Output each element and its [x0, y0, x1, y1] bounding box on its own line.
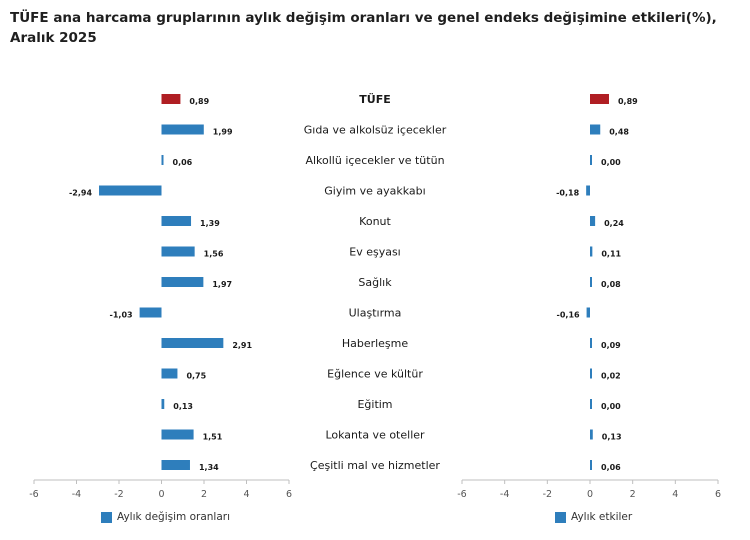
chart-title: TÜFE ana harcama gruplarının aylık değiş… — [10, 10, 717, 46]
x-tick-label-right: 2 — [630, 489, 636, 500]
category-label: Giyim ve ayakkabı — [324, 185, 425, 198]
bar-left — [161, 155, 164, 165]
data-label-left: 0,06 — [173, 158, 193, 167]
data-label-left: 1,99 — [213, 128, 233, 137]
x-tick-label-right: -4 — [500, 489, 509, 500]
data-label-left: 1,56 — [204, 250, 224, 259]
legend-label-left: Aylık değişim oranları — [117, 511, 231, 523]
bar-left — [161, 277, 204, 287]
data-label-right: 0,02 — [601, 372, 621, 381]
category-label: Lokanta ve oteller — [325, 429, 425, 442]
bar-right — [590, 124, 601, 135]
bar-right — [590, 216, 596, 226]
data-label-left: 2,91 — [232, 341, 252, 350]
category-label: Alkollü içecekler ve tütün — [305, 154, 444, 167]
bar-right — [590, 429, 593, 440]
x-tick-label-left: 6 — [286, 489, 292, 500]
x-tick-label-right: -2 — [543, 489, 552, 500]
data-label-left: -2,94 — [69, 189, 92, 198]
data-label-right: 0,09 — [601, 341, 621, 350]
bar-left — [161, 124, 204, 135]
x-tick-label-left: 0 — [158, 489, 164, 500]
bar-left — [161, 338, 224, 348]
category-label: Sağlık — [358, 276, 392, 289]
data-label-left: 0,75 — [186, 372, 206, 381]
legend-swatch-right — [555, 511, 566, 523]
bar-right — [590, 94, 609, 104]
bar-right — [586, 307, 590, 318]
data-label-right: 0,89 — [618, 97, 638, 106]
data-label-left: 1,97 — [212, 280, 232, 289]
legend-left: Aylık değişim oranları — [101, 511, 230, 523]
category-label: Konut — [359, 215, 391, 228]
category-label: TÜFE — [359, 92, 390, 106]
bar-right — [590, 338, 592, 348]
category-label: Eğitim — [357, 398, 392, 411]
data-label-right: 0,24 — [604, 219, 624, 228]
data-label-left: 1,51 — [203, 433, 223, 442]
data-label-right: 0,00 — [601, 158, 621, 167]
bar-right — [590, 277, 592, 287]
bar-left — [161, 399, 165, 409]
category-label: Çeşitli mal ve hizmetler — [310, 459, 440, 472]
category-label: Ev eşyası — [349, 246, 401, 259]
category-label: Ulaştırma — [349, 307, 402, 320]
x-tick-label-left: -4 — [72, 489, 81, 500]
bar-left — [161, 460, 190, 470]
bar-left — [161, 216, 192, 226]
bar-left — [161, 368, 178, 379]
data-label-left: -1,03 — [110, 311, 133, 320]
category-label: Gıda ve alkolsüz içecekler — [304, 124, 447, 137]
x-tick-label-left: -2 — [114, 489, 123, 500]
legend-swatch-left — [101, 511, 112, 523]
x-tick-label-right: 6 — [715, 489, 721, 500]
data-label-right: 0,08 — [601, 280, 621, 289]
data-label-right: 0,48 — [609, 128, 629, 137]
bar-left — [161, 94, 181, 104]
bar-left — [161, 246, 195, 257]
bar-right — [590, 399, 592, 409]
legend-right: Aylık etkiler — [555, 511, 632, 523]
data-label-left: 1,39 — [200, 219, 220, 228]
data-label-left: 0,89 — [189, 97, 209, 106]
bar-right — [590, 460, 592, 470]
bar-right — [590, 155, 592, 165]
category-label: Eğlence ve kültür — [327, 368, 423, 381]
data-label-right: 0,00 — [601, 402, 621, 411]
bar-right — [590, 368, 592, 379]
data-label-right: -0,16 — [557, 311, 580, 320]
x-tick-label-right: -6 — [457, 489, 466, 500]
x-tick-label-right: 0 — [587, 489, 593, 500]
x-tick-label-right: 4 — [672, 489, 678, 500]
x-tick-label-left: 2 — [201, 489, 207, 500]
data-label-right: 0,06 — [601, 463, 621, 472]
data-label-left: 0,13 — [173, 402, 193, 411]
bar-right — [586, 185, 590, 196]
x-tick-label-left: 4 — [243, 489, 249, 500]
data-label-left: 1,34 — [199, 463, 219, 472]
category-label: Haberleşme — [342, 337, 409, 350]
x-tick-label-left: -6 — [29, 489, 38, 500]
legend-label-right: Aylık etkiler — [571, 511, 633, 523]
bar-left — [139, 307, 162, 318]
bar-left — [161, 429, 194, 440]
data-label-right: 0,13 — [602, 433, 622, 442]
bar-left — [99, 185, 162, 196]
data-label-right: 0,11 — [601, 250, 621, 259]
bar-right — [590, 246, 593, 257]
data-label-right: -0,18 — [556, 189, 579, 198]
